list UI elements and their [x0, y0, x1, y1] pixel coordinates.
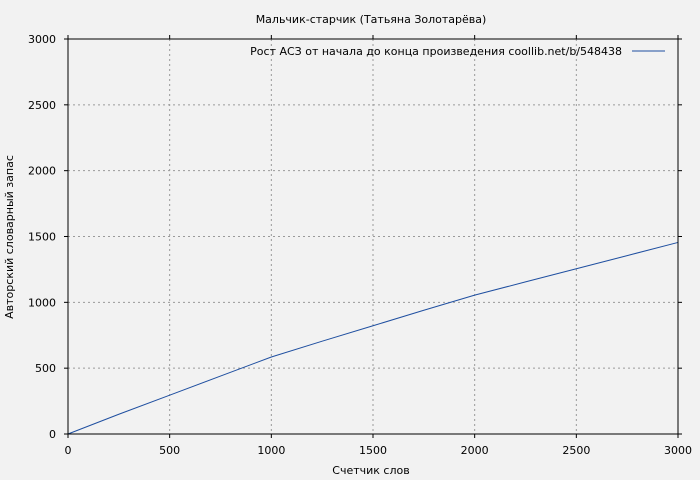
x-tick-label: 3000: [664, 444, 692, 457]
x-tick-label: 500: [159, 444, 180, 457]
y-tick-label: 2000: [28, 165, 56, 178]
x-axis-label: Счетчик слов: [332, 464, 409, 477]
y-tick-label: 3000: [28, 33, 56, 46]
ticks-layer: 0 500 1000 1500 2000 2500 3000 0 500 1000 1500 2000…: [28, 33, 692, 457]
legend: Рост АСЗ от начала до конца произведения…: [250, 45, 665, 58]
y-tick-label: 2500: [28, 99, 56, 112]
x-tick-label: 2500: [562, 444, 590, 457]
x-tick-label: 2000: [461, 444, 489, 457]
y-tick-label: 0: [49, 428, 56, 441]
series-line: [67, 241, 679, 435]
x-tick-label: 1000: [257, 444, 285, 457]
chart-title: Мальчик-старчик (Татьяна Золотарёва): [256, 13, 487, 26]
series-layer: [67, 241, 679, 435]
y-tick-label: 1000: [28, 296, 56, 309]
x-tick-label: 0: [65, 444, 72, 457]
y-axis-label: Авторский словарный запас: [3, 155, 16, 319]
grid-layer: [68, 39, 678, 434]
x-tick-label: 1500: [359, 444, 387, 457]
legend-series-label: Рост АСЗ от начала до конца произведения…: [250, 45, 622, 58]
y-tick-label: 1500: [28, 231, 56, 244]
y-tick-label: 500: [35, 362, 56, 375]
